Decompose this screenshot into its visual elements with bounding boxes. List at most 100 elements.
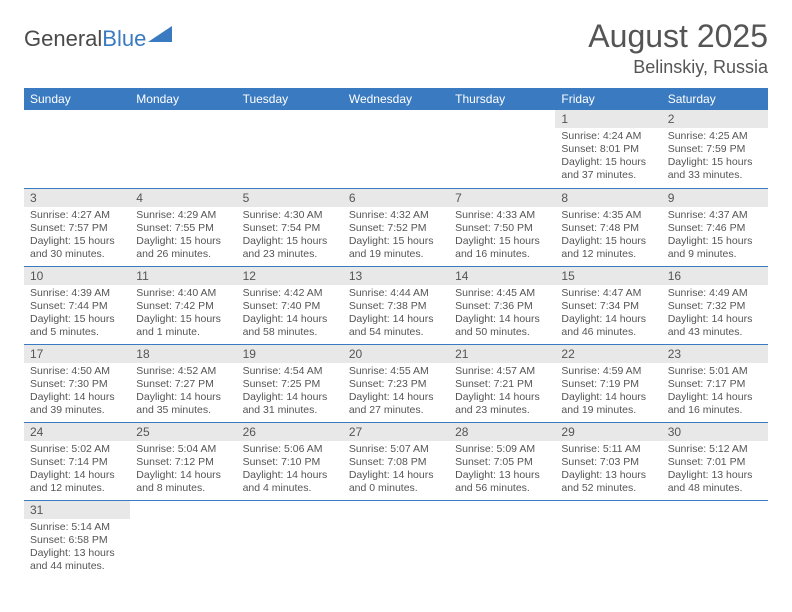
day-number: 10 — [24, 267, 130, 285]
day-details: Sunrise: 5:09 AMSunset: 7:05 PMDaylight:… — [449, 441, 555, 500]
day-number: 7 — [449, 189, 555, 207]
day-line-sr: Sunrise: 5:04 AM — [136, 443, 230, 456]
calendar-row: 31Sunrise: 5:14 AMSunset: 6:58 PMDayligh… — [24, 500, 768, 578]
day-line-ss: Sunset: 7:42 PM — [136, 300, 230, 313]
day-line-dl1: Daylight: 14 hours — [30, 391, 124, 404]
day-line-dl1: Daylight: 15 hours — [136, 235, 230, 248]
calendar-cell: 23Sunrise: 5:01 AMSunset: 7:17 PMDayligh… — [662, 344, 768, 422]
day-line-dl2: and 50 minutes. — [455, 326, 549, 339]
day-line-sr: Sunrise: 4:47 AM — [561, 287, 655, 300]
day-line-sr: Sunrise: 5:14 AM — [30, 521, 124, 534]
day-details: Sunrise: 5:06 AMSunset: 7:10 PMDaylight:… — [237, 441, 343, 500]
calendar-cell — [130, 500, 236, 578]
day-number: 19 — [237, 345, 343, 363]
day-details: Sunrise: 5:02 AMSunset: 7:14 PMDaylight:… — [24, 441, 130, 500]
day-line-dl1: Daylight: 15 hours — [561, 235, 655, 248]
day-details: Sunrise: 4:55 AMSunset: 7:23 PMDaylight:… — [343, 363, 449, 422]
day-line-ss: Sunset: 7:38 PM — [349, 300, 443, 313]
day-details: Sunrise: 4:54 AMSunset: 7:25 PMDaylight:… — [237, 363, 343, 422]
day-line-sr: Sunrise: 4:30 AM — [243, 209, 337, 222]
day-number: 15 — [555, 267, 661, 285]
day-details: Sunrise: 4:50 AMSunset: 7:30 PMDaylight:… — [24, 363, 130, 422]
day-line-dl2: and 16 minutes. — [455, 248, 549, 261]
day-line-sr: Sunrise: 4:37 AM — [668, 209, 762, 222]
day-line-sr: Sunrise: 4:35 AM — [561, 209, 655, 222]
day-number: 13 — [343, 267, 449, 285]
calendar-cell: 29Sunrise: 5:11 AMSunset: 7:03 PMDayligh… — [555, 422, 661, 500]
day-line-ss: Sunset: 7:14 PM — [30, 456, 124, 469]
calendar-cell: 1Sunrise: 4:24 AMSunset: 8:01 PMDaylight… — [555, 110, 661, 188]
calendar-cell: 2Sunrise: 4:25 AMSunset: 7:59 PMDaylight… — [662, 110, 768, 188]
day-line-dl1: Daylight: 14 hours — [455, 391, 549, 404]
day-number: 31 — [24, 501, 130, 519]
day-line-dl2: and 12 minutes. — [561, 248, 655, 261]
calendar-cell: 4Sunrise: 4:29 AMSunset: 7:55 PMDaylight… — [130, 188, 236, 266]
day-details: Sunrise: 4:25 AMSunset: 7:59 PMDaylight:… — [662, 128, 768, 187]
day-header: Monday — [130, 88, 236, 110]
day-line-sr: Sunrise: 4:27 AM — [30, 209, 124, 222]
day-line-ss: Sunset: 6:58 PM — [30, 534, 124, 547]
day-number: 21 — [449, 345, 555, 363]
calendar-cell: 8Sunrise: 4:35 AMSunset: 7:48 PMDaylight… — [555, 188, 661, 266]
day-line-dl1: Daylight: 14 hours — [136, 469, 230, 482]
day-details: Sunrise: 5:11 AMSunset: 7:03 PMDaylight:… — [555, 441, 661, 500]
day-details: Sunrise: 4:37 AMSunset: 7:46 PMDaylight:… — [662, 207, 768, 266]
day-number: 4 — [130, 189, 236, 207]
day-details: Sunrise: 4:39 AMSunset: 7:44 PMDaylight:… — [24, 285, 130, 344]
day-line-ss: Sunset: 7:03 PM — [561, 456, 655, 469]
calendar-cell — [237, 500, 343, 578]
day-line-ss: Sunset: 7:55 PM — [136, 222, 230, 235]
day-details: Sunrise: 4:30 AMSunset: 7:54 PMDaylight:… — [237, 207, 343, 266]
day-header: Thursday — [449, 88, 555, 110]
day-line-ss: Sunset: 7:01 PM — [668, 456, 762, 469]
day-line-sr: Sunrise: 4:44 AM — [349, 287, 443, 300]
day-line-ss: Sunset: 7:17 PM — [668, 378, 762, 391]
day-number: 26 — [237, 423, 343, 441]
day-line-sr: Sunrise: 4:40 AM — [136, 287, 230, 300]
day-line-dl2: and 23 minutes. — [455, 404, 549, 417]
day-line-ss: Sunset: 7:54 PM — [243, 222, 337, 235]
day-line-dl2: and 44 minutes. — [30, 560, 124, 573]
day-details: Sunrise: 4:59 AMSunset: 7:19 PMDaylight:… — [555, 363, 661, 422]
day-header: Friday — [555, 88, 661, 110]
day-details: Sunrise: 4:44 AMSunset: 7:38 PMDaylight:… — [343, 285, 449, 344]
day-details: Sunrise: 4:35 AMSunset: 7:48 PMDaylight:… — [555, 207, 661, 266]
day-line-ss: Sunset: 7:40 PM — [243, 300, 337, 313]
day-line-sr: Sunrise: 5:06 AM — [243, 443, 337, 456]
day-line-ss: Sunset: 7:44 PM — [30, 300, 124, 313]
calendar-cell: 15Sunrise: 4:47 AMSunset: 7:34 PMDayligh… — [555, 266, 661, 344]
day-details: Sunrise: 4:52 AMSunset: 7:27 PMDaylight:… — [130, 363, 236, 422]
flag-icon — [148, 26, 174, 49]
calendar-cell: 10Sunrise: 4:39 AMSunset: 7:44 PMDayligh… — [24, 266, 130, 344]
calendar-cell: 17Sunrise: 4:50 AMSunset: 7:30 PMDayligh… — [24, 344, 130, 422]
day-line-dl2: and 16 minutes. — [668, 404, 762, 417]
calendar-row: 17Sunrise: 4:50 AMSunset: 7:30 PMDayligh… — [24, 344, 768, 422]
day-line-dl2: and 27 minutes. — [349, 404, 443, 417]
day-number: 18 — [130, 345, 236, 363]
day-line-ss: Sunset: 7:34 PM — [561, 300, 655, 313]
day-details: Sunrise: 4:24 AMSunset: 8:01 PMDaylight:… — [555, 128, 661, 187]
day-line-dl1: Daylight: 14 hours — [243, 313, 337, 326]
day-line-ss: Sunset: 7:52 PM — [349, 222, 443, 235]
day-header: Sunday — [24, 88, 130, 110]
day-line-sr: Sunrise: 5:01 AM — [668, 365, 762, 378]
day-line-sr: Sunrise: 4:33 AM — [455, 209, 549, 222]
day-line-sr: Sunrise: 4:59 AM — [561, 365, 655, 378]
day-line-ss: Sunset: 7:59 PM — [668, 143, 762, 156]
day-header-row: Sunday Monday Tuesday Wednesday Thursday… — [24, 88, 768, 110]
day-line-ss: Sunset: 7:27 PM — [136, 378, 230, 391]
day-line-sr: Sunrise: 5:09 AM — [455, 443, 549, 456]
day-line-dl1: Daylight: 13 hours — [668, 469, 762, 482]
calendar-cell — [555, 500, 661, 578]
day-number: 9 — [662, 189, 768, 207]
day-number: 29 — [555, 423, 661, 441]
day-line-dl2: and 5 minutes. — [30, 326, 124, 339]
day-number: 14 — [449, 267, 555, 285]
day-line-dl2: and 48 minutes. — [668, 482, 762, 495]
day-line-ss: Sunset: 7:08 PM — [349, 456, 443, 469]
day-line-sr: Sunrise: 4:54 AM — [243, 365, 337, 378]
calendar-cell: 20Sunrise: 4:55 AMSunset: 7:23 PMDayligh… — [343, 344, 449, 422]
day-line-sr: Sunrise: 4:45 AM — [455, 287, 549, 300]
logo: GeneralBlue — [24, 18, 174, 52]
day-line-dl1: Daylight: 15 hours — [349, 235, 443, 248]
